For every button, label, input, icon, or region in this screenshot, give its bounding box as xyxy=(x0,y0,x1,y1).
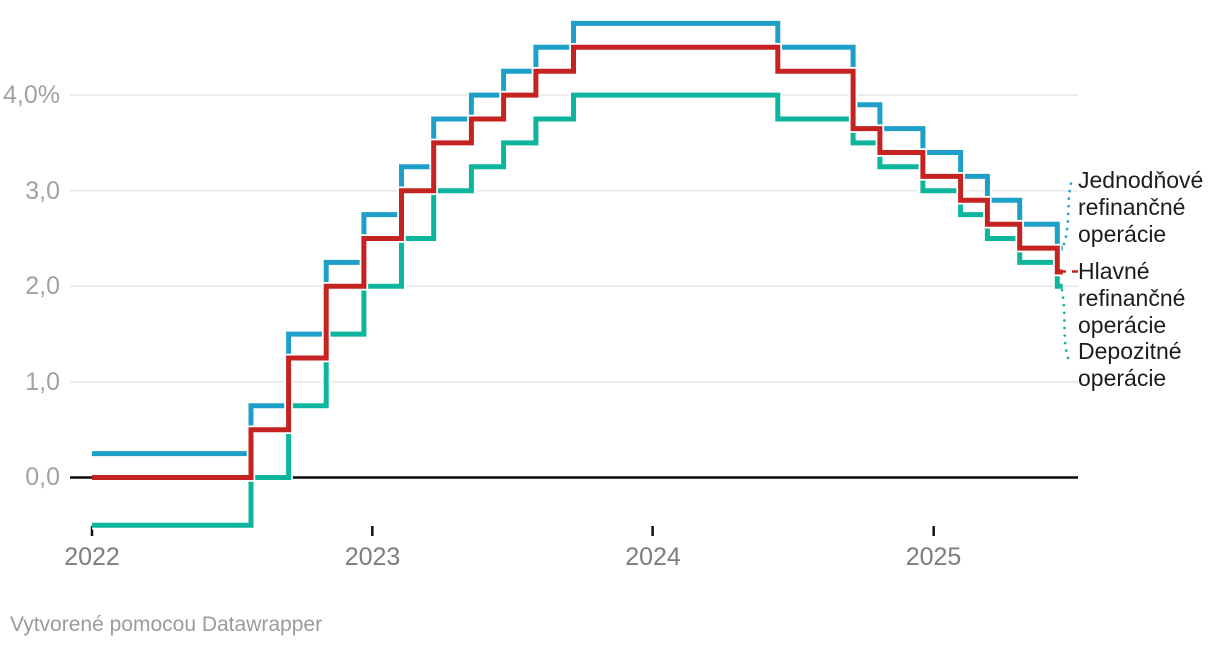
legend-connector-depozitne xyxy=(1060,288,1072,366)
x-tick-label-2025: 2025 xyxy=(905,543,962,571)
series-label-hlavne: Hlavné refinančné operácie xyxy=(1078,258,1186,338)
x-tick-label-2024: 2024 xyxy=(625,543,681,571)
legend-connectors xyxy=(1060,178,1083,366)
series-casing xyxy=(92,90,1063,530)
y-tick-label-1: 1,0 xyxy=(25,368,60,396)
series-label-jednodnove: Jednodňové refinančné operácie xyxy=(1078,167,1204,247)
series-label-depozitne: Depozitné operácie xyxy=(1078,338,1182,391)
y-tick-label-4: 4,0% xyxy=(3,81,60,109)
y-tick-label-2: 2,0 xyxy=(25,272,60,300)
legend-connector-jednodnove xyxy=(1062,178,1074,246)
series-line-hlavné xyxy=(92,44,1063,480)
x-tick-label-2023: 2023 xyxy=(344,543,401,571)
series-line-depozitné xyxy=(92,92,1063,528)
y-tick-label-0: 0,0 xyxy=(25,463,60,491)
x-tick-label-2022: 2022 xyxy=(64,543,120,571)
series-line-jednodňové xyxy=(92,20,1063,457)
generated-plot-layers xyxy=(70,19,1078,536)
datawrapper-attribution: Vytvorené pomocou Datawrapper xyxy=(10,613,323,636)
y-tick-label-3: 3,0 xyxy=(25,177,60,205)
series-casing xyxy=(92,19,1063,458)
